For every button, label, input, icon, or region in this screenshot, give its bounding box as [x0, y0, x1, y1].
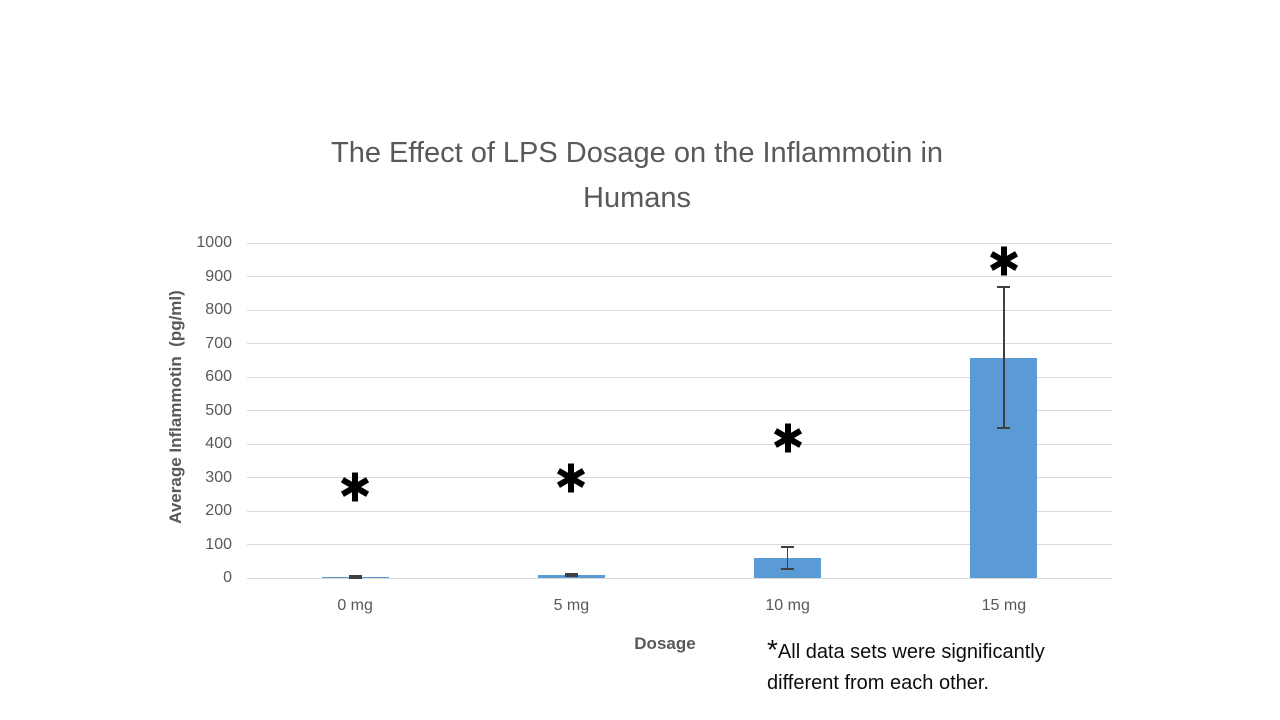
significance-asterisk — [337, 469, 373, 505]
error-bar-cap-top — [564, 572, 578, 575]
x-axis-title: Dosage — [634, 634, 696, 653]
footnote-text: All data sets were significantly differe… — [767, 641, 1045, 694]
y-tick-label: 800 — [205, 301, 232, 318]
y-tick-label: 600 — [205, 368, 232, 385]
gridline — [247, 343, 1112, 344]
significance-asterisk — [986, 243, 1022, 279]
error-bar-cap-top — [781, 545, 795, 548]
gridline — [247, 443, 1112, 445]
error-bar-line — [786, 546, 789, 569]
x-tick-label: 10 mg — [765, 597, 810, 614]
gridline — [247, 410, 1112, 411]
error-bar-cap-bottom — [781, 567, 795, 570]
error-bar-cap-top — [997, 286, 1011, 289]
x-tick-label: 0 mg — [337, 597, 373, 614]
gridline — [247, 477, 1112, 478]
chart-title-line2: Humans — [583, 182, 691, 214]
gridline — [247, 544, 1112, 545]
gridline — [247, 309, 1112, 311]
significance-asterisk — [770, 420, 806, 456]
error-bar-cap-bottom — [564, 574, 578, 577]
gridline — [247, 376, 1112, 378]
chart-title: The Effect of LPS Dosage on the Inflammo… — [0, 131, 1274, 221]
y-tick-label: 700 — [205, 334, 232, 352]
error-bar-line — [570, 573, 573, 576]
gridline — [247, 577, 1112, 579]
chart-title-line1: The Effect of LPS Dosage on the Inflammo… — [330, 137, 944, 169]
significance-asterisk — [553, 460, 589, 496]
error-bar-line — [1003, 287, 1005, 429]
x-tick-label: 15 mg — [981, 597, 1027, 614]
error-bar-cap-bottom — [997, 427, 1011, 430]
error-bar-cap-bottom — [348, 577, 362, 579]
y-tick-label: 400 — [205, 435, 232, 452]
gridline — [247, 276, 1112, 277]
significance-footnote: *All data sets were significantly differ… — [767, 634, 1099, 699]
y-tick-label: 300 — [205, 468, 232, 486]
y-tick-label: 1000 — [196, 234, 232, 251]
y-tick-label: 0 — [223, 569, 232, 586]
error-bar-cap-top — [348, 575, 362, 578]
y-tick-label: 500 — [205, 401, 232, 419]
y-tick-label: 200 — [205, 502, 232, 519]
y-tick-label: 100 — [205, 535, 232, 553]
y-tick-label: 900 — [205, 267, 232, 285]
footnote-asterisk-marker: * — [767, 634, 778, 665]
gridline — [247, 510, 1112, 512]
gridline — [247, 242, 1112, 244]
x-tick-label: 5 mg — [553, 597, 590, 614]
